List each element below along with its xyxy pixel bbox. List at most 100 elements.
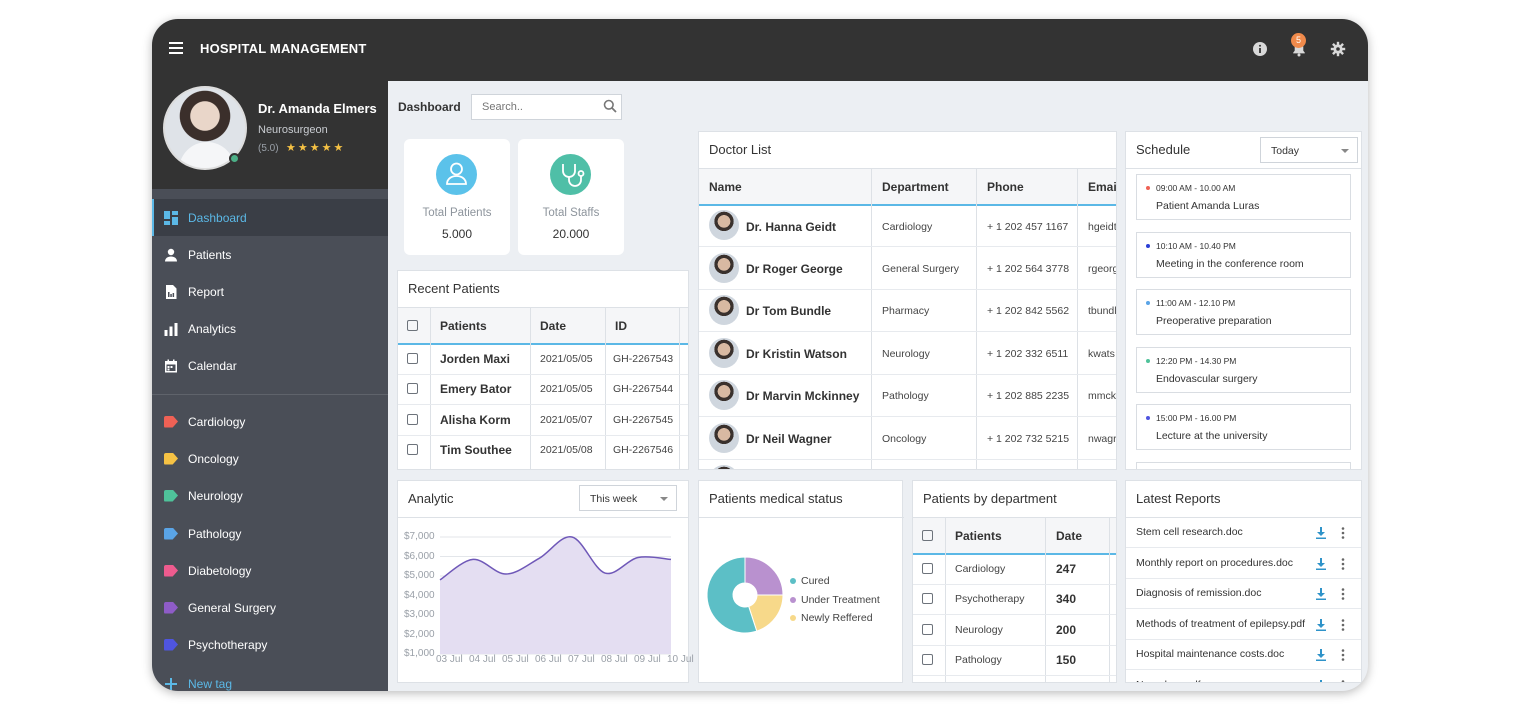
row-checkbox[interactable] bbox=[922, 624, 933, 635]
legend-label: Cured bbox=[801, 575, 830, 587]
report-icon bbox=[166, 284, 177, 299]
sidebar-item-dashboard[interactable]: Dashboard bbox=[152, 199, 388, 236]
pie-slice-under-treatment[interactable] bbox=[744, 556, 784, 596]
download-icon[interactable] bbox=[1315, 649, 1327, 661]
download-icon[interactable] bbox=[1315, 527, 1327, 539]
column-header[interactable]: Name bbox=[709, 180, 742, 194]
doctor-name: Dr Marvin Mckinney bbox=[746, 389, 860, 403]
dashboard-icon bbox=[164, 210, 178, 225]
row-checkbox[interactable] bbox=[407, 414, 418, 425]
patient-date: 2021/05/05 bbox=[540, 353, 593, 365]
download-icon[interactable] bbox=[1315, 679, 1327, 684]
report-file-name[interactable]: Diagnosis of remission.doc bbox=[1136, 587, 1262, 599]
dot-icon bbox=[1146, 244, 1150, 248]
column-header[interactable]: Date bbox=[540, 319, 567, 333]
column-header[interactable]: Phone bbox=[987, 180, 1024, 194]
tag-diabetology[interactable]: Diabetology bbox=[152, 552, 388, 589]
more-options-icon[interactable] bbox=[1341, 527, 1345, 539]
stethoscope-icon bbox=[550, 154, 591, 195]
doctor-phone: + 1 202 564 3778 bbox=[987, 263, 1070, 275]
online-status-dot bbox=[229, 153, 240, 164]
tag-general-surgery[interactable]: General Surgery bbox=[152, 589, 388, 626]
select-all-checkbox[interactable] bbox=[407, 320, 418, 331]
gear-icon[interactable] bbox=[1330, 41, 1346, 57]
row-checkbox[interactable] bbox=[922, 593, 933, 604]
download-icon[interactable] bbox=[1315, 557, 1327, 570]
notification-badge: 5 bbox=[1291, 33, 1306, 48]
tag-label: Pathology bbox=[188, 526, 242, 541]
column-header[interactable]: Patients bbox=[440, 319, 487, 333]
patient-name: Tim Southee bbox=[440, 443, 512, 457]
more-options-icon[interactable] bbox=[1341, 649, 1345, 661]
schedule-item[interactable]: 15:00 PM - 16.00 PM Lecture at the unive… bbox=[1136, 404, 1351, 450]
select-all-checkbox[interactable] bbox=[922, 530, 933, 541]
row-checkbox[interactable] bbox=[922, 654, 933, 665]
column-header[interactable]: Email bbox=[1088, 180, 1117, 194]
tag-label: Oncology bbox=[188, 451, 239, 466]
search-input[interactable] bbox=[471, 94, 622, 120]
column-header[interactable]: ID bbox=[615, 319, 627, 333]
more-options-icon[interactable] bbox=[1341, 679, 1345, 684]
report-file-name[interactable]: Neurology.pdf bbox=[1136, 679, 1201, 683]
sidebar-item-patients[interactable]: Patients bbox=[152, 236, 388, 273]
more-options-icon[interactable] bbox=[1341, 557, 1345, 570]
tag-psychotherapy[interactable]: Psychotherapy bbox=[152, 626, 388, 663]
dot-icon bbox=[1146, 186, 1150, 190]
latest-reports-card: Latest Reports Stem cell research.doc Mon… bbox=[1125, 480, 1362, 683]
schedule-filter-select[interactable]: Today bbox=[1260, 137, 1358, 163]
tag-label: General Surgery bbox=[188, 600, 277, 615]
table-header bbox=[699, 169, 1116, 205]
doctor-phone: + 1 202 732 5215 bbox=[987, 433, 1070, 445]
schedule-item[interactable]: 09:00 AM - 10.00 AM Patient Amanda Luras bbox=[1136, 174, 1351, 220]
analytic-filter-select[interactable]: This week bbox=[579, 485, 677, 511]
schedule-item[interactable] bbox=[1136, 462, 1351, 469]
column-header[interactable]: Date bbox=[1056, 529, 1083, 543]
download-icon[interactable] bbox=[1315, 588, 1327, 600]
search-icon[interactable] bbox=[603, 99, 617, 113]
download-icon[interactable] bbox=[1315, 618, 1327, 631]
series-line[interactable] bbox=[439, 536, 672, 581]
row-checkbox[interactable] bbox=[407, 444, 418, 455]
patient-name: Emery Bator bbox=[440, 382, 512, 396]
card-title: Recent Patients bbox=[408, 281, 500, 296]
avatar bbox=[709, 423, 739, 453]
tag-icon bbox=[164, 601, 178, 614]
row-checkbox[interactable] bbox=[922, 563, 933, 574]
schedule-item[interactable]: 10:10 AM - 10.40 PM Meeting in the confe… bbox=[1136, 232, 1351, 278]
report-file-name[interactable]: Methods of treatment of epilepsy.pdf bbox=[1136, 617, 1306, 630]
x-tick-label: 05 Jul bbox=[502, 654, 529, 665]
schedule-item[interactable]: 11:00 AM - 12.10 PM Preoperative prepara… bbox=[1136, 289, 1351, 335]
column-header[interactable]: Patients bbox=[955, 529, 1002, 543]
tag-oncology[interactable]: Oncology bbox=[152, 440, 388, 477]
tag-pathology[interactable]: Pathology bbox=[152, 515, 388, 552]
tag-label: Cardiology bbox=[188, 414, 246, 429]
department-name: Pathology bbox=[955, 654, 1002, 666]
rating-stars: ★★★★★ bbox=[286, 142, 346, 154]
schedule-item[interactable]: 12:20 PM - 14.30 PM Endovascular surgery bbox=[1136, 347, 1351, 393]
sidebar-item-label: Patients bbox=[188, 247, 232, 262]
new-tag-button[interactable]: New tag bbox=[152, 665, 388, 691]
hamburger-menu-icon[interactable] bbox=[169, 42, 183, 54]
tag-cardiology[interactable]: Cardiology bbox=[152, 403, 388, 440]
doctor-department: Neurology bbox=[882, 348, 930, 360]
sidebar-divider bbox=[152, 394, 388, 395]
more-options-icon[interactable] bbox=[1341, 588, 1345, 600]
more-options-icon[interactable] bbox=[1341, 618, 1345, 631]
report-file-name[interactable]: Hospital maintenance costs.doc bbox=[1136, 648, 1285, 660]
schedule-title: Patient Amanda Luras bbox=[1156, 200, 1260, 212]
stat-value: 20.000 bbox=[552, 227, 590, 241]
row-checkbox[interactable] bbox=[407, 383, 418, 394]
row-checkbox[interactable] bbox=[407, 353, 418, 364]
x-tick-label: 08 Jul bbox=[601, 654, 628, 665]
report-file-name[interactable]: Stem cell research.doc bbox=[1136, 526, 1243, 538]
sidebar-item-analytics[interactable]: Analytics bbox=[152, 310, 388, 347]
info-icon[interactable] bbox=[1252, 41, 1268, 57]
report-file-name[interactable]: Monthly report on procedures.doc bbox=[1136, 556, 1294, 569]
sidebar-item-calendar[interactable]: Calendar bbox=[152, 347, 388, 384]
card-title: Doctor List bbox=[709, 142, 772, 157]
column-header[interactable]: Department bbox=[882, 180, 949, 194]
patient-id: GH-2267543 bbox=[613, 353, 674, 365]
tag-neurology[interactable]: Neurology bbox=[152, 477, 388, 514]
pie-slice-cured[interactable] bbox=[706, 556, 758, 634]
sidebar-item-report[interactable]: Report bbox=[152, 273, 388, 310]
